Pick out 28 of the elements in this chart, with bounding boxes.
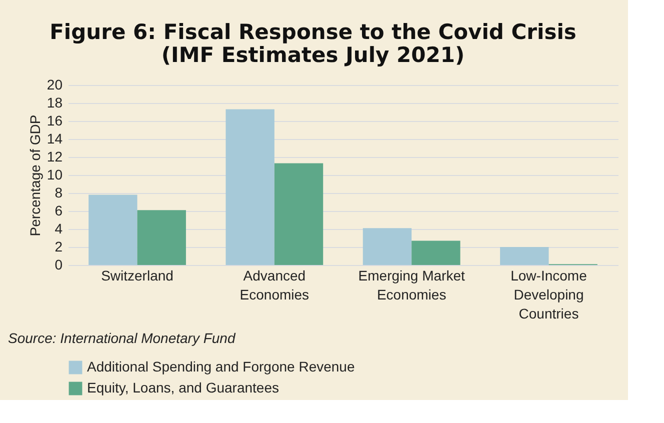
legend-label: Equity, Loans, and Guarantees — [87, 380, 279, 396]
x-tick-label: Switzerland — [101, 268, 174, 284]
bar — [362, 228, 412, 265]
bar — [500, 247, 549, 265]
y-tick-label: 4 — [54, 220, 63, 236]
y-tick-label: 2 — [54, 238, 63, 254]
bar — [412, 240, 460, 265]
y-tick-label: 8 — [54, 184, 63, 200]
y-tick-label: 0 — [54, 256, 63, 272]
y-tick-label: 12 — [46, 148, 63, 164]
x-tick-label: Low-Income Developing Countries — [510, 268, 588, 322]
bar — [88, 194, 138, 265]
y-tick-label: 6 — [54, 202, 63, 218]
source-note: Source: International Monetary Fund — [8, 330, 236, 346]
text: (IMF Estimates July 2021) — [161, 43, 465, 67]
x-tick-label: Advanced Economies — [240, 268, 310, 302]
y-tick-label: 16 — [46, 112, 63, 128]
y-tick-label: 14 — [46, 130, 63, 146]
x-tick-label: Emerging Market Economies — [358, 268, 465, 302]
y-tick-label: 18 — [46, 94, 63, 110]
bar — [226, 109, 274, 265]
bar — [274, 163, 324, 265]
y-tick-label: 20 — [46, 76, 63, 92]
y-tick-label: 10 — [46, 166, 63, 182]
y-axis-title: Percentage of GDP — [26, 114, 43, 236]
text: Figure 6: Fiscal Response to the Covid Crisis — [50, 20, 576, 44]
bar — [137, 210, 186, 265]
legend-label: Additional Spending and Forgone Revenue — [87, 358, 355, 374]
